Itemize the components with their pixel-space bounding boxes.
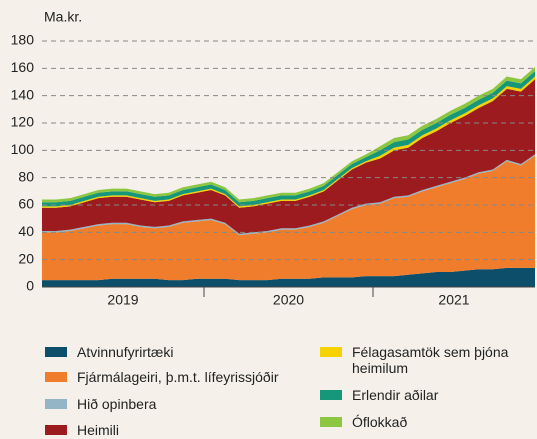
y-tick-label: 180 — [11, 32, 35, 48]
y-tick-label: 80 — [18, 168, 34, 184]
y-tick-label: 20 — [18, 250, 34, 266]
y-tick-label: 140 — [11, 86, 35, 102]
x-year-label: 2021 — [438, 292, 469, 308]
legend-swatch — [320, 347, 342, 357]
legend-label: Félagasamtök sem þjóna heimilum — [352, 344, 509, 376]
legend-item: Heimili — [45, 422, 315, 438]
y-tick-label: 120 — [11, 114, 35, 130]
area — [42, 155, 535, 281]
legend-swatch — [320, 390, 342, 400]
x-year-label: 2020 — [273, 292, 304, 308]
legend-item: Atvinnufyrirtæki — [45, 344, 315, 360]
legend-swatch — [320, 417, 342, 427]
legend-item: Erlendir aðilar — [320, 387, 525, 403]
legend-swatch — [45, 425, 67, 435]
legend-label: Erlendir aðilar — [352, 387, 439, 403]
legend-label: Hið opinbera — [77, 396, 157, 412]
chart: Ma.kr. 0 20 40 60 80 100 120 140 160 180 2019 2020 2… — [11, 9, 535, 308]
legend-label: Atvinnufyrirtæki — [77, 344, 174, 360]
x-year-label: 2019 — [107, 292, 138, 308]
y-tick-label: 160 — [11, 59, 35, 75]
legend-item: Fjármálageiri, þ.m.t. lífeyrissjóðir — [45, 369, 315, 385]
area — [42, 79, 535, 234]
legend-swatch — [45, 372, 67, 382]
legend-label: Óflokkað — [352, 414, 408, 430]
y-tick-label: 100 — [11, 141, 35, 157]
legend-item: Hið opinbera — [45, 396, 315, 412]
legend-swatch — [45, 347, 67, 357]
area — [42, 267, 535, 287]
y-tick-label: 60 — [18, 196, 34, 212]
legend-label: Heimili — [77, 422, 119, 438]
y-tick-label: 40 — [18, 223, 34, 239]
legend-item: Óflokkað — [320, 414, 525, 430]
y-unit: Ma.kr. — [44, 9, 82, 25]
legend-item: Félagasamtök sem þjóna heimilum — [320, 344, 525, 376]
legend-label: Fjármálageiri, þ.m.t. lífeyrissjóðir — [77, 369, 279, 385]
y-tick-label: 0 — [26, 278, 34, 294]
legend-swatch — [45, 399, 67, 409]
